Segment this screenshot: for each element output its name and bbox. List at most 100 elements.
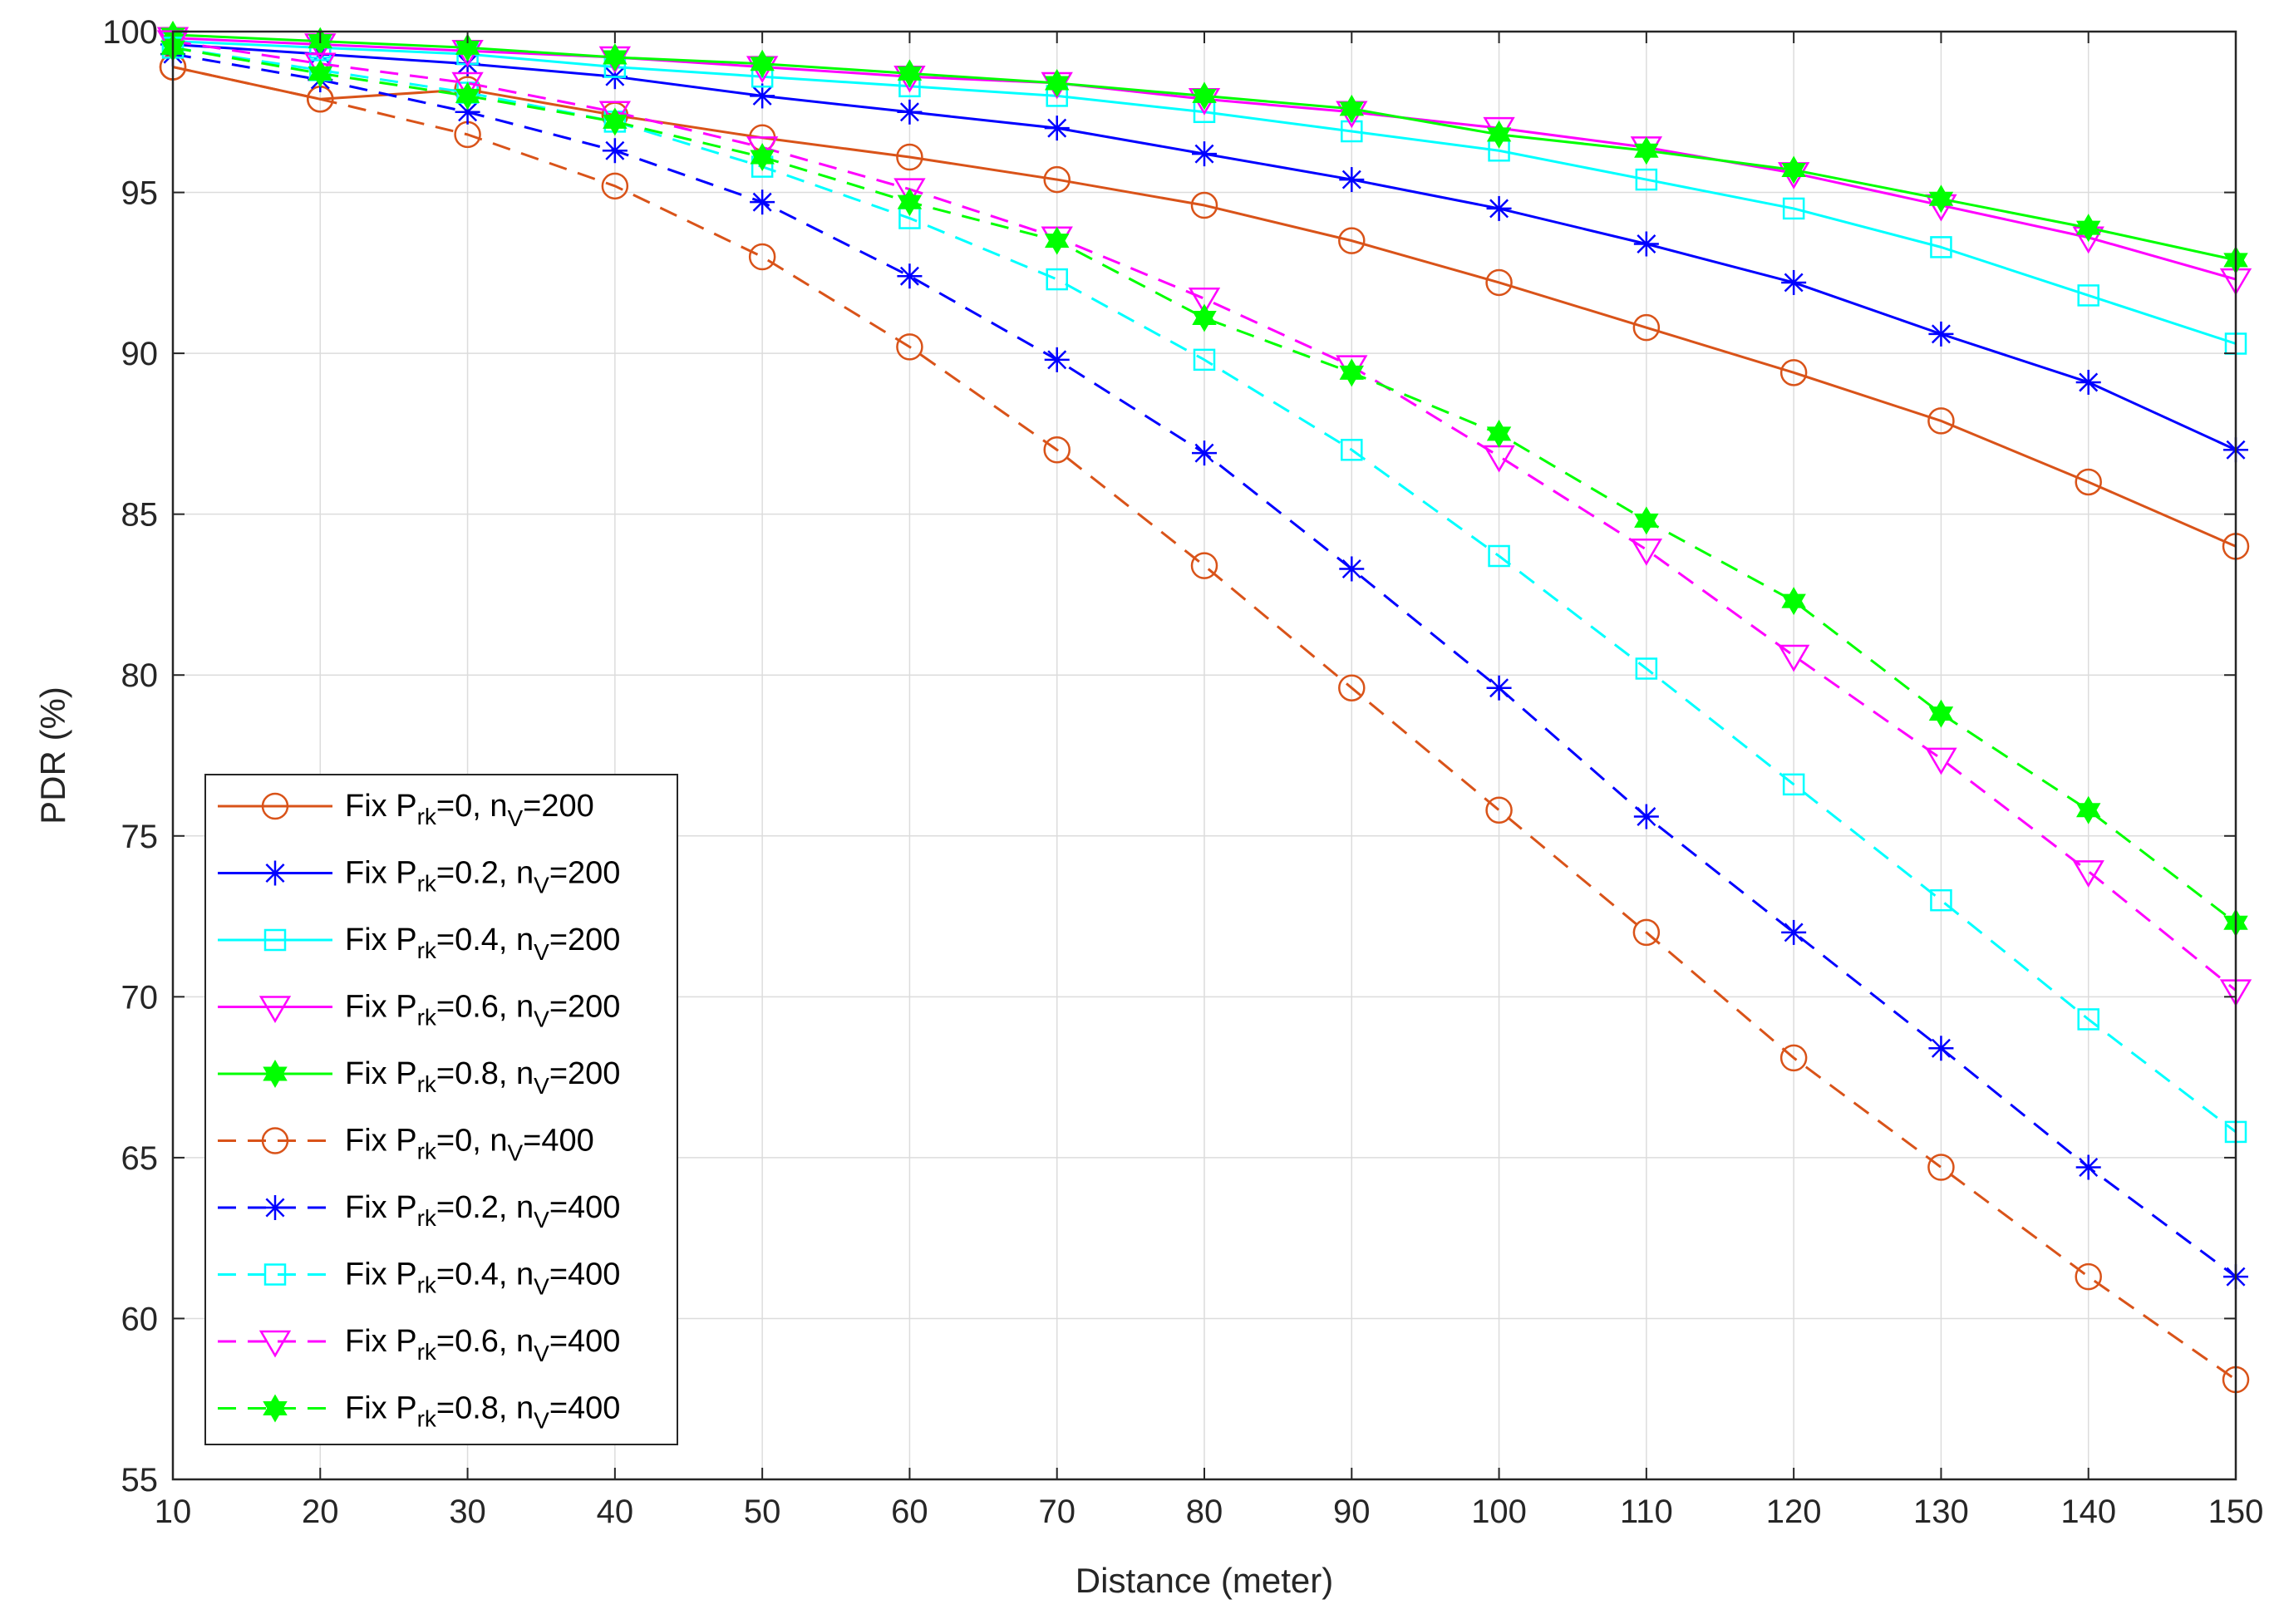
legend-label-part: rk [417,1071,437,1097]
legend-label-part: =0, n [436,1124,508,1159]
data-point [2075,1262,2102,1291]
x-tick-label: 60 [891,1494,928,1530]
x-tick-label: 100 [1471,1494,1527,1530]
data-point [1635,168,1658,191]
x-axis-title: Distance (meter) [1076,1561,1333,1600]
data-point [1930,236,1952,258]
data-point [1782,197,1805,220]
y-tick-label: 60 [121,1301,159,1337]
series-5 [160,20,2248,274]
legend-label-part: Fix P [345,923,417,957]
legend-label-part: =200 [523,789,594,824]
legend-label-part: rk [417,1205,437,1231]
data-point [1486,419,1512,448]
data-point [897,263,923,289]
data-point [1928,321,1954,347]
legend-label-part: Fix P [345,1056,417,1091]
data-point [1044,347,1070,372]
data-point [602,138,628,164]
legend-label: Fix Prk=0, nV=400 [345,1124,594,1166]
data-point [1192,303,1217,332]
legend-label-part: V [534,1341,549,1366]
legend-label-part: V [534,1408,549,1434]
data-point [304,52,337,81]
data-point [1927,407,1955,435]
legend-marker [261,792,289,820]
data-point [1338,674,1366,701]
series-10 [160,33,2248,937]
data-point [1044,116,1070,141]
legend-label-part: rk [417,1005,437,1031]
y-tick-label: 85 [121,497,159,534]
legend-label-part: Fix P [345,1190,417,1225]
data-point [451,71,484,100]
data-point [603,107,628,136]
legend-label-part: rk [417,1339,437,1365]
data-point [1633,231,1659,257]
legend-label-part: rk [417,804,437,829]
data-point [598,101,632,129]
data-point [1044,226,1070,255]
data-point [1632,918,1661,947]
legend-label-part: V [507,1140,523,1166]
data-point [1192,141,1217,167]
legend-label-part: =400 [549,1257,621,1292]
data-point [1485,796,1513,824]
data-point [748,243,776,271]
data-point [1339,556,1365,582]
data-point [1188,288,1221,315]
legend-label-part: Fix P [345,1324,417,1359]
legend-label: Fix Prk=0.8, nV=200 [345,1056,620,1099]
legend-entry: Fix Prk=0.6, nV=400 [218,1324,620,1366]
data-point [1190,552,1218,579]
series-layer [156,20,2252,1394]
legend-label-part: Fix P [345,789,417,824]
data-point [1782,773,1805,796]
data-point [896,143,923,171]
data-point [750,142,775,171]
legend-label-part: =0.8, n [436,1056,534,1091]
data-point [455,81,480,111]
legend-label-part: Fix P [345,990,417,1025]
legend-entry: Fix Prk=0.4, nV=200 [218,923,620,965]
y-tick-label: 55 [121,1462,159,1499]
data-point [1634,136,1659,165]
x-tick-label: 70 [1038,1494,1076,1530]
legend-entry: Fix Prk=0.2, nV=200 [218,856,620,898]
legend-label-part: =400 [549,1391,621,1426]
data-point [1192,440,1217,466]
data-point [746,136,779,164]
data-point [1339,167,1365,193]
legend-marker [263,1195,288,1220]
legend-label-part: =200 [549,923,621,957]
tick-layer: 10 20 30 40 50 60 70 80 90 100 110 120 130 140 150 55 60… [102,14,2263,1530]
data-point [1486,195,1512,221]
data-point [1044,68,1070,97]
legend-label-part: rk [417,1272,437,1298]
y-tick-label: 70 [121,979,159,1016]
data-point [1341,438,1363,461]
legend-label-part: =0, n [436,789,508,824]
data-point [897,99,923,125]
data-point [2075,1154,2101,1180]
data-point [1779,1044,1808,1072]
data-point [2072,860,2104,888]
data-point [2075,795,2101,824]
data-point [1928,185,1954,214]
legend-label-part: =0.6, n [436,1324,534,1359]
data-point [1928,699,1954,728]
data-point [2075,369,2101,395]
data-point [896,333,923,361]
legend-label-part: =0.6, n [436,990,534,1025]
data-point [1633,804,1659,829]
data-point [893,178,926,206]
data-point [1777,644,1810,672]
legend-label: Fix Prk=0, nV=200 [345,789,594,831]
data-point [1630,538,1663,566]
data-point [1925,747,1957,775]
data-point [1043,436,1071,464]
data-point [1930,888,1952,912]
legend-label-part: V [534,873,549,898]
x-tick-label: 90 [1333,1494,1371,1530]
